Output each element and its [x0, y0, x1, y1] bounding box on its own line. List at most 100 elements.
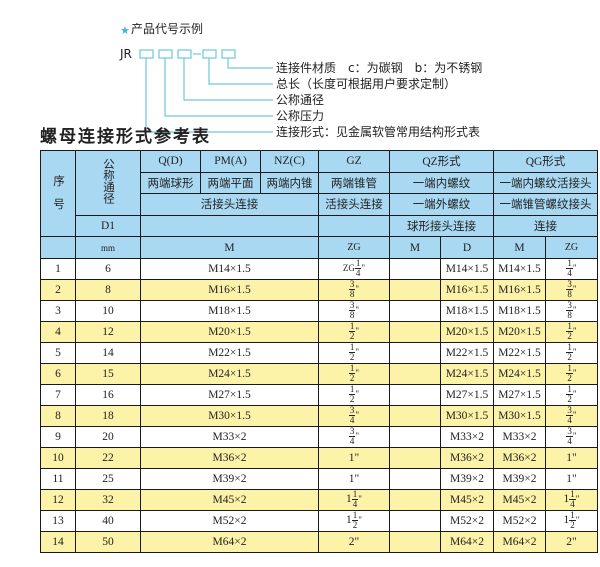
cell-qz-d: M30×1.5 [440, 404, 494, 427]
cell-m: M52×2 [140, 509, 319, 532]
header-gz-connection: 活接头连接 [318, 193, 390, 216]
cell-seq: 14 [40, 530, 76, 553]
cell-qg-zg: 1" [545, 446, 598, 469]
header-qz-m: M [389, 236, 441, 259]
cell-qz-m [389, 446, 441, 469]
diagram-heading: 产品代号示例 [131, 22, 204, 36]
cell-qz-d: M33×2 [440, 425, 494, 448]
header-zg: ZG [318, 236, 390, 259]
table-row: 7 16 M27×1.5 1 2 " M27×1.5 M27×1.5 1 2 " [40, 383, 598, 406]
cell-m: M36×2 [140, 446, 319, 469]
cell-zg: ZG 1 4 " [318, 257, 390, 280]
cell-m: M45×2 [140, 488, 319, 511]
header-qz-d: D [440, 236, 494, 259]
cell-qz-m [389, 299, 441, 322]
cell-m: M27×1.5 [140, 383, 319, 406]
cell-m: M24×1.5 [140, 362, 319, 385]
table-row: 12 32 M45×2 1 1 4 " M45×2 M45×2 1 1 4 " [40, 488, 598, 511]
cell-qg-m: M16×1.5 [493, 278, 546, 301]
leader-material [227, 58, 273, 69]
cell-zg: 3 8 " [318, 278, 390, 301]
product-code-diagram: ★ [120, 24, 273, 133]
cell-d1: 16 [75, 383, 141, 406]
header-qg-desc: 一端内螺纹活接头 [493, 171, 598, 195]
cell-qg-zg: 1 1 4 " [545, 488, 598, 511]
cell-qg-zg: 3 4 " [545, 425, 598, 448]
cell-zg: 1" [318, 446, 390, 469]
header-d1: D1 [75, 214, 141, 238]
cell-qg-m: M30×1.5 [493, 404, 546, 427]
cell-m: M16×1.5 [140, 278, 319, 301]
zg-integer: 1 [346, 493, 352, 506]
header-m: M [140, 236, 319, 259]
header-qz-connection2: 球形接头连接 [389, 214, 494, 238]
table-row: 5 14 M22×1.5 1 2 " M22×1.5 M22×1.5 1 2 " [40, 341, 598, 364]
cell-zg: 1 2 " [318, 362, 390, 385]
code-box-length [202, 49, 217, 59]
table-row: 13 40 M52×2 1 1 2 " M52×2 M52×2 1 1 2 " [40, 509, 598, 532]
leader-pressure [164, 58, 273, 117]
header-seq: 序 号 [40, 149, 76, 238]
table-row: 10 22 M36×2 1" M36×2 M36×2 1" [40, 446, 598, 469]
cell-qz-d: M20×1.5 [440, 320, 494, 343]
cell-seq: 5 [40, 341, 76, 364]
label-connection: 连接形式：见金属软管常用结构形式表 [276, 125, 481, 139]
cell-qg-m: M20×1.5 [493, 320, 546, 343]
cell-d1: 8 [75, 278, 141, 301]
header-qg: QG形式 [493, 150, 598, 173]
zg-integer: 1" [348, 451, 360, 464]
cell-qg-zg: 1 2 " [545, 320, 598, 343]
table-title: 螺母连接形式参考表 [40, 127, 211, 147]
cell-qz-m [389, 467, 441, 490]
cell-d1: 10 [75, 299, 141, 322]
cell-qz-m [389, 257, 441, 280]
header-qg-connection2: 连接 [493, 214, 598, 238]
cell-seq: 9 [40, 425, 76, 448]
cell-m: M30×1.5 [140, 404, 319, 427]
nut-connection-table: 序 号 公称通径 Q(D) PM(A) NZ(C) GZ QZ形式 QG形式 两… [40, 149, 598, 553]
cell-m: M20×1.5 [140, 320, 319, 343]
cell-qz-m [389, 488, 441, 511]
cell-qg-zg: 1 4 " [545, 257, 598, 280]
header-union-connection: 活接头连接 [140, 193, 319, 216]
cell-d1: 22 [75, 446, 141, 469]
code-prefix: JR [120, 47, 132, 61]
cell-qz-m [389, 404, 441, 427]
code-box-material [221, 49, 236, 59]
label-pressure: 公称压力 [276, 109, 325, 123]
cell-zg: 2" [318, 530, 390, 553]
table-row: 4 12 M20×1.5 1 2 " M20×1.5 M20×1.5 1 2 " [40, 320, 598, 343]
cell-qg-m: M14×1.5 [493, 257, 546, 280]
cell-qz-d: M27×1.5 [440, 383, 494, 406]
table-row: 11 25 M39×2 1" M39×2 M39×2 1" [40, 467, 598, 490]
zg-prefix: ZG [342, 263, 355, 274]
header-qz-connection: 一端外螺纹 [389, 193, 494, 216]
cell-qz-m [389, 530, 441, 553]
cell-qg-m: M39×2 [493, 467, 546, 490]
table-row: 9 20 M33×2 3 4 " M33×2 M33×2 3 4 " [40, 425, 598, 448]
cell-qg-zg: 1 1 2 " [545, 509, 598, 532]
header-nominal: 公称通径 [75, 150, 141, 216]
cell-m: M39×2 [140, 467, 319, 490]
leader-diameter [183, 58, 273, 101]
cell-m: M18×1.5 [140, 299, 319, 322]
label-length: 总长（长度可根据用户要求定制） [276, 77, 457, 91]
zg-integer: 1 [563, 493, 570, 506]
cell-qg-m: M45×2 [493, 488, 546, 511]
cell-d1: 25 [75, 467, 141, 490]
cell-zg: 3 4 " [318, 425, 390, 448]
zg-integer: 1 [563, 514, 570, 527]
cell-qg-zg: 3 4 " [545, 404, 598, 427]
zg-integer: 2" [566, 535, 577, 548]
